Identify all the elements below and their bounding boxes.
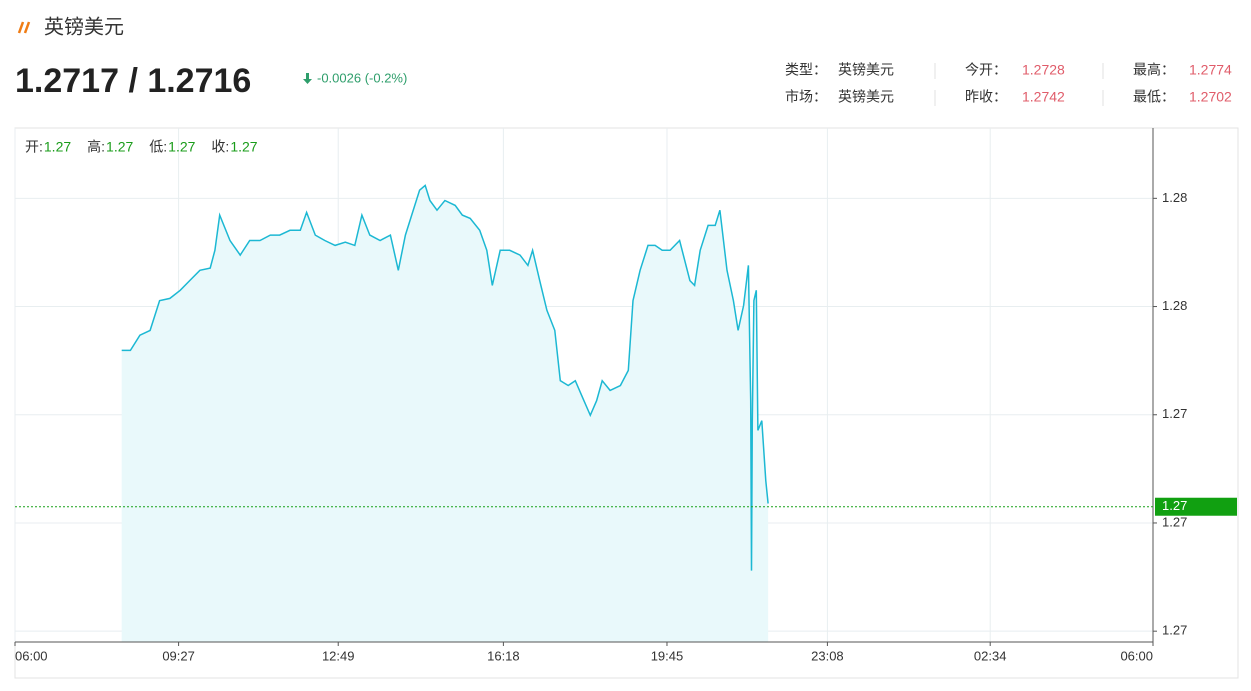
y-tick-label: 1.28 [1162, 298, 1187, 313]
y-tick-label: 1.27 [1162, 406, 1187, 421]
info-value: 1.2742 [1022, 89, 1065, 105]
x-tick-label: 16:18 [487, 648, 520, 663]
info-label: 最低： [1133, 89, 1175, 105]
info-label: 类型： [785, 62, 827, 78]
separators [934, 63, 1104, 106]
x-tick-label: 06:00 [15, 648, 48, 663]
info-value: 1.2728 [1022, 62, 1065, 78]
x-tick-label: 23:08 [811, 648, 844, 663]
last-price-box [1155, 497, 1237, 516]
y-tick-label: 1.27 [1162, 514, 1187, 529]
ohlc-label: 开: [25, 139, 43, 155]
ohlc-value: 1.27 [106, 139, 133, 155]
ohlc-value: 1.27 [230, 139, 257, 155]
x-tick-label: 19:45 [651, 648, 684, 663]
x-tick-label: 09:27 [162, 648, 195, 663]
ohlc-label: 高: [87, 139, 105, 155]
info-value: 1.2774 [1189, 62, 1232, 78]
info-label: 昨收： [965, 89, 1007, 105]
info-label: 最高： [1133, 62, 1175, 78]
y-tick-label: 1.27 [1162, 623, 1187, 638]
title: 英镑美元 [44, 15, 124, 38]
ohlc-label: 低: [149, 139, 167, 155]
change: -0.0026 (-0.2%) [317, 70, 407, 85]
x-tick-label: 02:34 [974, 648, 1007, 663]
price-line [121, 184, 769, 571]
ohlc-value: 1.27 [44, 139, 71, 155]
info-label: 今开： [965, 62, 1007, 78]
x-tick-label: 12:49 [322, 648, 355, 663]
ohlc-value: 1.27 [168, 139, 195, 155]
last-price-label: 1.27 [1162, 498, 1187, 513]
ohlc-label: 收: [211, 139, 229, 155]
price: 1.2717 / 1.2716 [15, 62, 251, 100]
down-icon [303, 73, 312, 84]
y-tick-label: 1.28 [1162, 190, 1187, 205]
info-label: 市场： [785, 89, 827, 105]
title-icon [17, 21, 31, 34]
info-value: 英镑美元 [838, 89, 894, 105]
info-value: 1.2702 [1189, 89, 1232, 105]
x-tick-label: 06:00 [1120, 648, 1153, 663]
info-value: 英镑美元 [838, 62, 894, 78]
area [121, 185, 769, 642]
